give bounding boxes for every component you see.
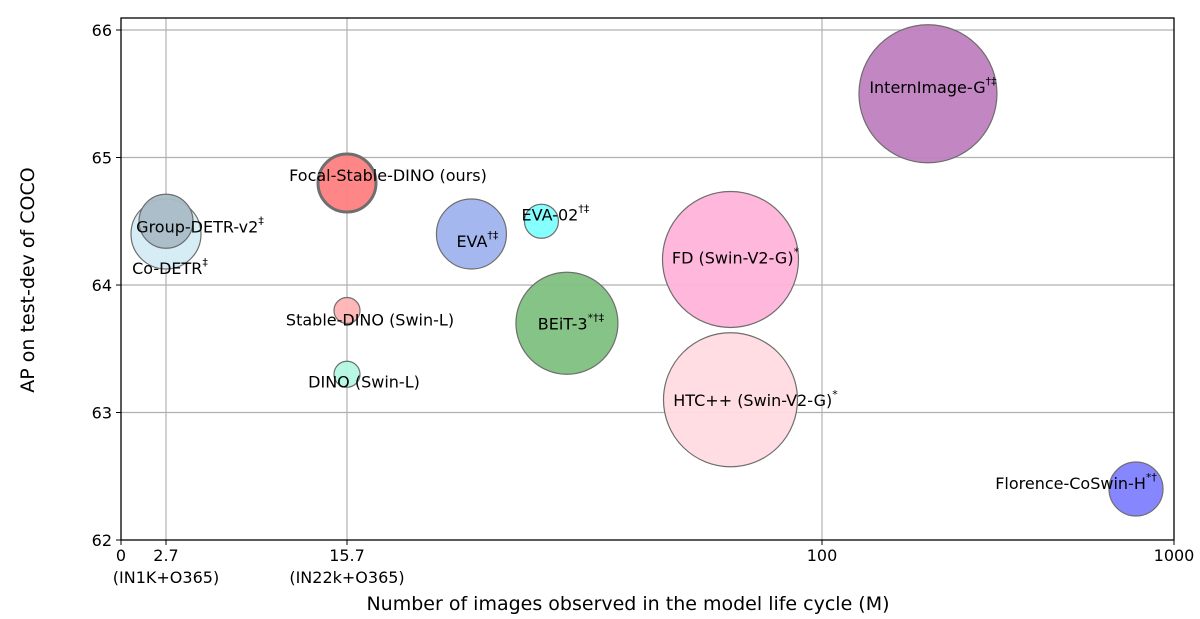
label-text: EVA-02	[522, 205, 579, 224]
x-tick-label: 1000	[1154, 546, 1195, 565]
bubble-label: EVA-02†‡	[522, 202, 590, 224]
bubble-eva-02	[523, 203, 560, 239]
bubble-label: InternImage-G†‡	[869, 75, 997, 97]
bubble-florence-coswin-h	[1108, 461, 1164, 517]
bubble-labels: Co-DETR‡Group-DETR-v2‡Focal-Stable-DINO …	[132, 75, 1157, 493]
axes: 0 2.7 (IN1K+O365) 15.7 (IN22k+O365) 100 1000 62…	[92, 17, 1195, 587]
bubble-label: Stable-DINO (Swin-L)	[286, 311, 454, 330]
x-axis-label: Number of images observed in the model l…	[366, 593, 889, 615]
bubble-label: DINO (Swin-L)	[308, 372, 420, 391]
bubble-label: HTC++ (Swin-V2-G)*	[673, 388, 838, 410]
bubble-group-detr-v2	[138, 193, 194, 249]
bubble-label: Group-DETR-v2‡	[136, 214, 264, 236]
bubble-eva	[435, 198, 508, 270]
bubble-stable-dino-swin-l	[333, 296, 361, 325]
grid	[121, 18, 1174, 540]
bubble-htc-swin-v2-g	[662, 332, 799, 468]
label-text: Group-DETR-v2	[136, 217, 258, 236]
bubble-label: EVA†‡	[456, 229, 498, 251]
label-text: FD (Swin-V2-G)	[672, 249, 794, 268]
label-superscript: ‡	[258, 214, 264, 227]
label-superscript: †‡	[578, 202, 590, 215]
bubble-label: Florence-CoSwin-H*†	[995, 471, 1157, 493]
y-tick-label: 65	[92, 149, 112, 168]
x-tick-sublabel: (IN1K+O365)	[113, 568, 219, 587]
y-axis-label: AP on test-dev of COCO	[17, 167, 39, 392]
label-text: Florence-CoSwin-H	[995, 474, 1146, 493]
bubble-label: FD (Swin-V2-G)*	[672, 246, 800, 268]
y-tick-label: 63	[92, 404, 112, 423]
x-tick-label: 2.7	[153, 546, 178, 565]
bubble-fd-swin-v2-g	[661, 190, 800, 329]
bubble-beit-3	[515, 271, 619, 375]
label-text: BEiT-3	[538, 314, 588, 333]
bubble-label: Focal-Stable-DINO (ours)	[289, 166, 487, 185]
label-superscript: *†‡	[588, 311, 605, 324]
label-text: HTC++ (Swin-V2-G)	[673, 391, 832, 410]
x-tick-label: 0	[116, 546, 126, 565]
bubble-dino-swin-l	[333, 360, 361, 388]
label-text: DINO (Swin-L)	[308, 372, 420, 391]
label-text: Focal-Stable-DINO (ours)	[289, 166, 487, 185]
bubble-internimage-g	[858, 24, 998, 164]
label-superscript: *	[794, 246, 800, 259]
label-text: EVA	[456, 232, 487, 251]
bubble-label: Co-DETR‡	[132, 256, 208, 278]
label-superscript: ‡	[202, 256, 208, 269]
plot-frame	[120, 17, 1175, 541]
y-tick-label: 64	[92, 276, 112, 295]
y-tick-label: 62	[92, 531, 112, 550]
label-text: InternImage-G	[869, 78, 985, 97]
x-tick-label: 100	[807, 546, 838, 565]
label-superscript: †‡	[487, 229, 499, 242]
bubble-label: BEiT-3*†‡	[538, 311, 605, 333]
x-tick-label: 15.7	[329, 546, 365, 565]
label-text: Co-DETR	[132, 259, 202, 278]
bubbles	[130, 24, 1164, 517]
label-superscript: *	[832, 388, 838, 401]
label-text: Stable-DINO (Swin-L)	[286, 311, 454, 330]
label-superscript: *†	[1146, 471, 1158, 484]
label-superscript: †‡	[986, 75, 998, 88]
bubble-focal-stable-dino-ours	[316, 152, 378, 214]
x-tick-sublabel: (IN22k+O365)	[289, 568, 404, 587]
y-tick-label: 66	[92, 21, 112, 40]
